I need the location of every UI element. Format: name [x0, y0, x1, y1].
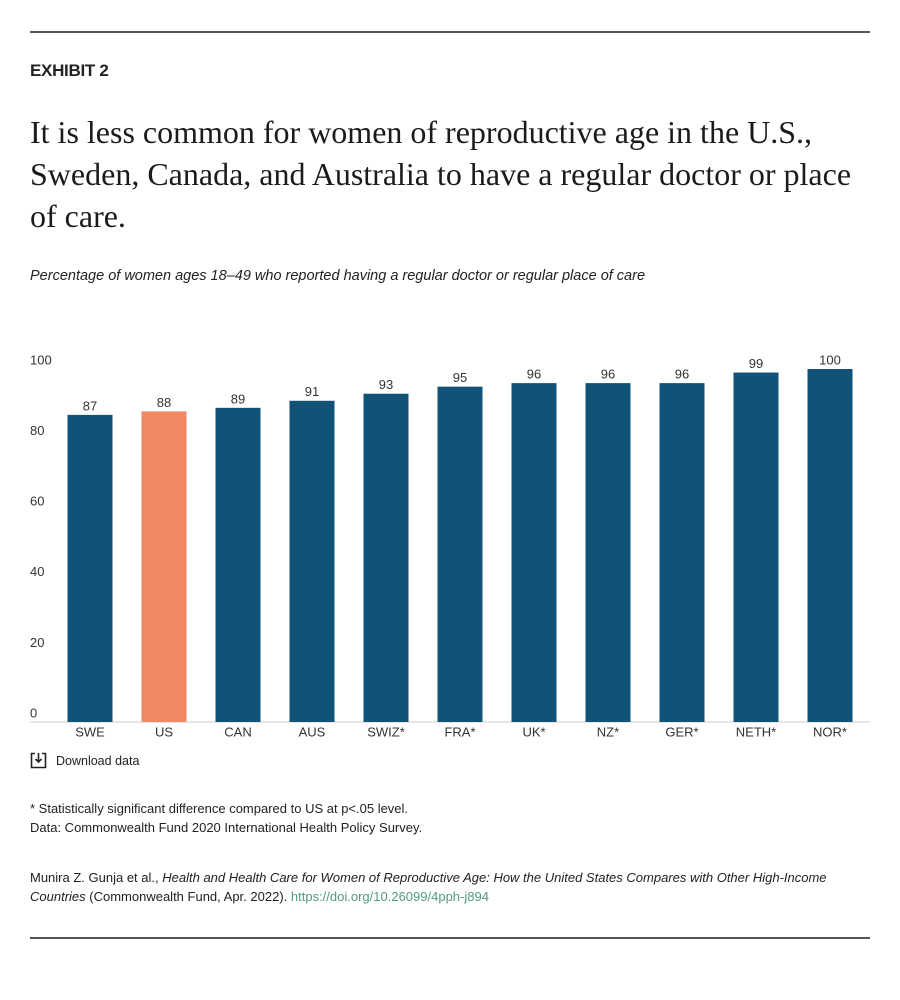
- value-label: 96: [601, 367, 615, 382]
- bar: [511, 383, 557, 722]
- y-tick-label: 0: [30, 705, 37, 720]
- value-label: 96: [527, 367, 541, 382]
- x-tick-label: FRA*: [444, 724, 475, 739]
- exhibit-label: EXHIBIT 2: [30, 61, 109, 80]
- x-tick-label: SWE: [75, 724, 105, 739]
- download-icon: [30, 752, 47, 769]
- chart-subtitle: Percentage of women ages 18–49 who repor…: [30, 268, 646, 284]
- x-tick-label: NZ*: [597, 724, 619, 739]
- bar: [363, 393, 409, 722]
- x-tick-label: UK*: [522, 724, 545, 739]
- value-label: 88: [157, 395, 171, 410]
- x-tick-label: AUS: [299, 724, 326, 739]
- x-tick-label: US: [155, 724, 173, 739]
- footnote: * Statistically significant difference c…: [30, 801, 409, 816]
- download-button[interactable]: Download data: [30, 752, 139, 769]
- value-label: 91: [305, 384, 319, 399]
- value-label: 96: [675, 367, 689, 382]
- value-label: 100: [819, 352, 841, 367]
- x-tick-label: NOR*: [813, 724, 847, 739]
- value-label: 89: [231, 391, 245, 406]
- y-tick-label: 20: [30, 635, 44, 650]
- bar: [585, 383, 631, 722]
- y-tick-label: 40: [30, 564, 44, 579]
- citation-source: (Commonwealth Fund, Apr. 2022).: [89, 889, 288, 904]
- bar: [437, 386, 483, 722]
- bar: [659, 383, 705, 722]
- value-label: 87: [83, 398, 97, 413]
- y-tick-label: 80: [30, 423, 44, 438]
- bar: [733, 372, 779, 722]
- bar: [67, 414, 113, 722]
- citation-authors: Munira Z. Gunja et al.,: [30, 870, 159, 885]
- bottom-rule: [30, 937, 870, 939]
- citation: Munira Z. Gunja et al., Health and Healt…: [30, 868, 870, 906]
- value-label: 95: [453, 370, 467, 385]
- x-tick-label: SWIZ*: [367, 724, 405, 739]
- y-tick-label: 100: [30, 352, 52, 367]
- bar: [141, 411, 187, 722]
- bar: [289, 400, 335, 722]
- x-tick-label: CAN: [224, 724, 251, 739]
- chart: 0 20 40 60 80 100 SWE 87 US 88 CAN 89 AUS 91 SWIZ* 93 FR…: [30, 352, 870, 739]
- data-source: Data: Commonwealth Fund 2020 Internation…: [30, 820, 423, 835]
- citation-link[interactable]: https://doi.org/10.26099/4pph-j894: [290, 889, 489, 904]
- x-tick-label: NETH*: [736, 724, 776, 739]
- download-text[interactable]: Download data: [56, 753, 140, 768]
- y-tick-label: 60: [30, 494, 44, 509]
- value-label: 99: [749, 356, 763, 371]
- value-label: 93: [379, 377, 393, 392]
- chart-title: It is less common for women of reproduct…: [30, 114, 852, 234]
- citation-work: Health and Health Care for Women of Repr…: [30, 870, 827, 904]
- bar: [215, 407, 261, 722]
- bar: [807, 369, 853, 722]
- top-rule: [30, 31, 870, 33]
- x-tick-label: GER*: [665, 724, 698, 739]
